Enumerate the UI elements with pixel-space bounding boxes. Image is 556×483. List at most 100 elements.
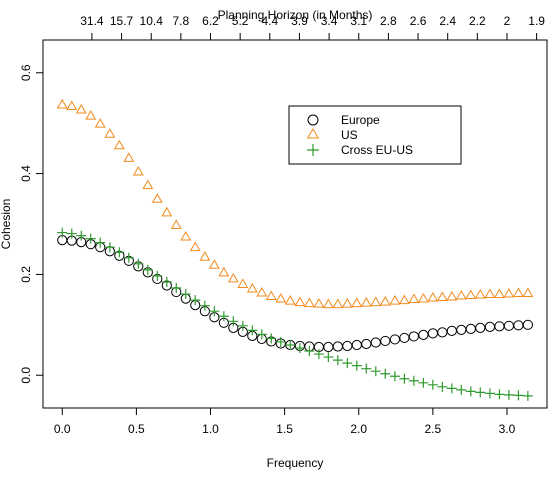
point-cross-eu-us — [313, 349, 324, 360]
point-cross-eu-us — [513, 390, 524, 401]
point-cross-eu-us — [66, 228, 77, 239]
x2-tick-label: 2.2 — [469, 14, 486, 28]
x2-tick-label: 2.4 — [439, 14, 456, 28]
point-us — [522, 287, 534, 298]
x2-tick-label: 31.4 — [80, 14, 104, 28]
point-europe — [370, 337, 381, 348]
point-us — [189, 241, 201, 252]
point-us — [427, 291, 439, 302]
plot-frame — [42, 39, 548, 409]
point-cross-eu-us — [123, 252, 134, 263]
legend: Europe US Cross EU-US — [288, 105, 462, 165]
point-us — [161, 206, 173, 217]
point-cross-eu-us — [114, 247, 125, 258]
point-cross-eu-us — [133, 258, 144, 269]
point-us — [142, 179, 154, 190]
legend-marker-europe — [307, 114, 319, 126]
point-us — [151, 193, 163, 203]
point-cross-eu-us — [180, 289, 191, 300]
x2-tick-label: 1.9 — [528, 14, 545, 28]
point-cross-eu-us — [351, 360, 362, 371]
point-cross-eu-us — [475, 387, 486, 398]
point-europe — [418, 329, 429, 341]
x2-tick-label: 15.7 — [110, 14, 134, 28]
point-us — [94, 118, 106, 128]
point-cross-eu-us — [57, 227, 68, 238]
legend-label-us: US — [341, 128, 358, 142]
point-cross-eu-us — [294, 343, 305, 354]
x-axis-title: Frequency — [267, 456, 324, 470]
point-cross-eu-us — [275, 336, 286, 347]
point-cross-eu-us — [304, 346, 315, 357]
point-us — [256, 286, 268, 297]
legend-marker-us — [306, 128, 320, 139]
x-tick-label: 0.0 — [54, 422, 71, 436]
y-tick-label: 0.4 — [19, 165, 33, 182]
point-cross-eu-us — [256, 329, 267, 340]
point-us — [218, 266, 230, 277]
point-us — [113, 139, 125, 150]
point-cross-eu-us — [427, 379, 438, 390]
y-axis-title: Cohesion — [0, 199, 13, 250]
point-cross-eu-us — [285, 339, 296, 350]
x2-tick-label: 2 — [504, 14, 511, 28]
point-us — [132, 165, 144, 176]
point-us — [284, 295, 296, 305]
point-cross-eu-us — [418, 377, 429, 388]
x-tick-label: 3.0 — [499, 422, 516, 436]
point-us — [455, 289, 467, 300]
point-cross-eu-us — [199, 300, 210, 311]
point-us — [75, 103, 87, 114]
point-us — [313, 298, 325, 308]
point-cross-eu-us — [465, 386, 476, 397]
x2-axis-title: Planning Horizon (in Months) — [218, 8, 373, 22]
point-cross-eu-us — [380, 368, 391, 379]
point-us — [303, 297, 315, 308]
point-us — [360, 297, 372, 307]
legend-marker-cross — [307, 144, 319, 156]
point-us — [199, 251, 211, 261]
point-us — [332, 298, 344, 309]
x2-tick-label: 5.2 — [232, 14, 249, 28]
point-cross-eu-us — [408, 375, 419, 386]
point-us — [294, 296, 306, 307]
point-us — [503, 287, 515, 298]
point-europe — [380, 335, 391, 347]
x2-tick-label: 2.6 — [410, 14, 427, 28]
point-cross-eu-us — [247, 325, 258, 336]
point-us — [208, 259, 220, 269]
point-us — [389, 295, 401, 305]
point-us — [246, 282, 258, 293]
point-cross-eu-us — [503, 389, 514, 400]
x2-tick-label: 6.2 — [202, 14, 219, 28]
y-tick-label: 0.2 — [19, 266, 33, 283]
point-us — [341, 298, 353, 308]
point-cross-eu-us — [332, 355, 343, 366]
point-us — [123, 152, 135, 162]
point-cross-eu-us — [446, 383, 457, 394]
legend-label-europe: Europe — [341, 113, 380, 127]
point-us — [379, 296, 391, 306]
point-us — [275, 293, 287, 303]
point-us — [227, 272, 239, 283]
point-us — [170, 219, 182, 229]
point-us — [417, 293, 429, 303]
point-cross-eu-us — [399, 373, 410, 384]
point-europe — [437, 327, 448, 338]
point-us — [265, 290, 277, 301]
legend-label-cross: Cross EU-US — [341, 143, 413, 157]
point-us — [66, 100, 78, 110]
point-us — [484, 288, 496, 299]
point-europe — [361, 338, 372, 350]
point-us — [104, 128, 116, 138]
x-tick-label: 2.5 — [425, 422, 442, 436]
point-cross-eu-us — [142, 264, 153, 275]
point-cross-eu-us — [370, 366, 381, 377]
point-cross-eu-us — [237, 320, 248, 331]
point-cross-eu-us — [152, 270, 163, 281]
point-cross-eu-us — [95, 237, 106, 248]
point-us — [180, 230, 192, 241]
point-cross-eu-us — [104, 242, 115, 253]
x2-tick-label: 2.8 — [380, 14, 397, 28]
plot-area — [56, 98, 534, 401]
